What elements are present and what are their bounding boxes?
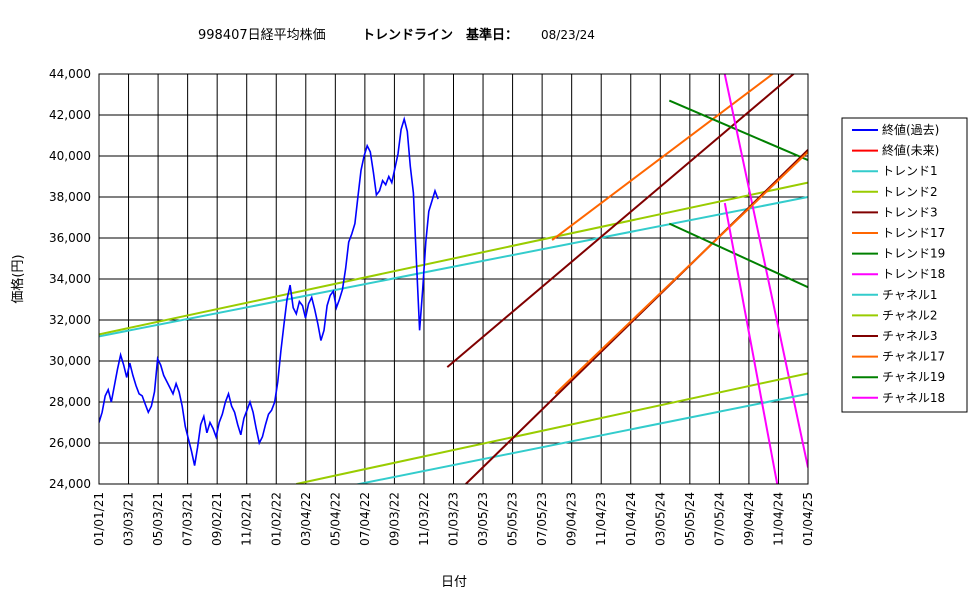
series-line — [446, 74, 796, 368]
y-tick-label: 32,000 — [49, 313, 91, 327]
legend-label: 終値(過去) — [882, 122, 939, 137]
y-tick-label: 44,000 — [49, 67, 91, 81]
legend-label: チャネル2 — [882, 308, 938, 322]
x-tick-label: 03/03/21 — [122, 492, 136, 546]
x-tick-label: 09/03/22 — [387, 492, 401, 546]
y-axis-label: 価格(円) — [10, 254, 26, 303]
x-tick-label: 11/04/24 — [771, 492, 785, 546]
x-tick-label: 07/04/22 — [358, 492, 372, 546]
series-line — [554, 151, 808, 395]
series-lines — [99, 74, 808, 484]
y-tick-label: 34,000 — [49, 272, 91, 286]
y-tick-label: 36,000 — [49, 231, 91, 245]
y-tick-label: 38,000 — [49, 190, 91, 204]
x-tick-label: 01/04/24 — [624, 492, 638, 546]
legend-label: トレンド1 — [882, 164, 938, 178]
x-tick-label: 11/02/21 — [240, 492, 254, 546]
x-tick-label: 01/03/23 — [447, 492, 461, 546]
series-line — [551, 74, 775, 241]
x-tick-label: 03/04/22 — [299, 492, 313, 546]
series-line — [668, 222, 808, 289]
x-tick-label: 09/04/23 — [565, 492, 579, 546]
series-line — [296, 372, 808, 484]
x-tick-label: 11/03/22 — [417, 492, 431, 546]
x-tick-label: 05/05/23 — [506, 492, 520, 546]
legend-label: チャネル18 — [882, 391, 945, 405]
x-tick-label: 01/01/21 — [92, 492, 106, 546]
base-date: 08/23/24 — [541, 28, 595, 42]
legend-label: チャネル3 — [882, 329, 938, 343]
y-tick-label: 26,000 — [49, 436, 91, 450]
legend-label: チャネル17 — [882, 350, 945, 364]
legend-label: トレンド2 — [882, 185, 938, 199]
x-tick-label: 05/03/21 — [151, 492, 165, 546]
x-tick-label: 05/05/24 — [683, 492, 697, 546]
x-tick-label: 03/05/23 — [476, 492, 490, 546]
series-line — [99, 196, 808, 338]
legend-label: チャネル1 — [882, 288, 938, 302]
x-tick-label: 09/04/24 — [742, 492, 756, 546]
series-line — [99, 181, 808, 336]
y-tick-label: 30,000 — [49, 354, 91, 368]
plot-area — [98, 73, 809, 485]
legend-label: トレンド17 — [882, 226, 945, 240]
x-tick-label: 07/03/21 — [181, 492, 195, 546]
chart-subtitle: トレンドライン 基準日： — [362, 27, 518, 43]
legend-label: 終値(未来) — [882, 143, 939, 158]
series-line — [723, 74, 808, 468]
x-tick-label: 07/05/23 — [535, 492, 549, 546]
legend-label: トレンド19 — [882, 247, 945, 261]
series-line — [99, 116, 439, 466]
y-tick-label: 24,000 — [49, 477, 91, 491]
y-tick-label: 28,000 — [49, 395, 91, 409]
chart-title: 998407日経平均株価 — [198, 28, 326, 43]
x-axis-label: 日付 — [441, 575, 467, 590]
x-axis: 01/01/21 03/03/21 05/03/21 07/03/21 09/02/21… — [92, 492, 815, 546]
series-line — [354, 392, 808, 484]
legend-box — [841, 117, 968, 413]
x-tick-label: 07/05/24 — [712, 492, 726, 546]
x-tick-label: 03/05/24 — [653, 492, 667, 546]
x-tick-label: 05/04/22 — [328, 492, 342, 546]
legend-label: チャネル19 — [882, 370, 945, 384]
series-line — [723, 202, 779, 484]
y-axis: 24,000 26,000 28,000 30,000 32,000 34,000 36,0… — [49, 67, 91, 491]
legend: 終値(過去) 終値(未来) トレンド1 トレンド2 トレンド3 トレンド17 トレンド19 ト… — [852, 122, 945, 405]
x-tick-label: 11/04/23 — [594, 492, 608, 546]
x-tick-label: 01/04/25 — [801, 492, 815, 546]
legend-label: トレンド3 — [882, 205, 938, 219]
series-line — [668, 99, 808, 162]
y-tick-label: 42,000 — [49, 108, 91, 122]
y-tick-label: 40,000 — [49, 149, 91, 163]
legend-label: トレンド18 — [882, 267, 945, 281]
x-tick-label: 01/02/22 — [269, 492, 283, 546]
x-tick-label: 09/02/21 — [210, 492, 224, 546]
